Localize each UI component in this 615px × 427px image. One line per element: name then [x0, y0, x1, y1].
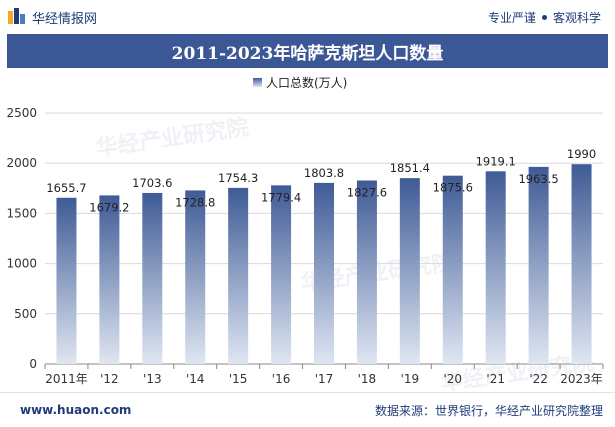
x-axis: 2011年 '12 '13 '14 '15 '16 '17 '18 '19 '20 '21 '22 20… — [44, 364, 604, 386]
x-tick-label: '16 — [272, 372, 291, 386]
bar — [485, 171, 506, 364]
footer: www.huaon.com 数据来源：世界银行，华经产业研究院整理 — [0, 392, 615, 427]
bar — [228, 187, 249, 364]
bar — [314, 182, 334, 364]
data-label: 1703.6 — [132, 176, 172, 190]
x-tick-label: '18 — [358, 372, 377, 386]
x-tick-label: '13 — [143, 372, 162, 386]
bar — [356, 180, 377, 364]
data-labels: 1655.71679.21703.61728.81754.31779.41803… — [46, 147, 596, 214]
x-tick-label: '12 — [100, 372, 119, 386]
footer-source: 数据来源：世界银行，华经产业研究院整理 — [374, 403, 603, 418]
y-tick-label: 1000 — [6, 257, 37, 271]
data-label: 1963.5 — [518, 172, 558, 186]
y-tick-label: 0 — [29, 357, 37, 371]
x-tick-label: '15 — [229, 372, 248, 386]
bar — [528, 166, 549, 364]
x-tick-label: 2011年 — [45, 372, 88, 386]
bar — [571, 164, 592, 364]
legend-label: 人口总数(万人) — [266, 75, 347, 90]
tagline-right: 客观科学 — [552, 10, 601, 25]
data-label: 1919.1 — [476, 154, 516, 168]
y-tick-label: 2000 — [6, 156, 37, 170]
data-label: 1827.6 — [347, 186, 387, 200]
y-tick-label: 1500 — [6, 206, 37, 220]
tagline: 专业严谨 客观科学 — [488, 9, 601, 26]
bar — [442, 175, 463, 364]
data-label: 1851.4 — [390, 161, 430, 175]
x-tick-label: '21 — [486, 372, 505, 386]
tagline-left: 专业严谨 — [487, 10, 536, 25]
top-bar: 华经情报网 专业严谨 客观科学 — [0, 0, 615, 34]
x-tick-label: '17 — [315, 372, 334, 386]
data-label: 1875.6 — [433, 181, 473, 195]
y-axis: 0 500 1000 1500 2000 2500 — [6, 106, 37, 371]
data-label: 1655.7 — [46, 181, 86, 195]
separator-dot-icon — [541, 14, 547, 20]
data-label: 1679.2 — [89, 200, 129, 214]
footer-site-link[interactable]: www.huaon.com — [20, 403, 132, 417]
y-tick-label: 2500 — [6, 106, 37, 120]
x-tick-label: '22 — [529, 372, 548, 386]
x-tick-label: '20 — [443, 372, 462, 386]
data-label: 1779.4 — [261, 190, 301, 204]
bar — [56, 197, 77, 364]
bar — [271, 185, 292, 364]
brand[interactable]: 华经情报网 — [8, 8, 97, 27]
data-label: 1990 — [567, 147, 596, 161]
y-tick-label: 500 — [14, 307, 37, 321]
bar — [399, 178, 420, 364]
brand-logo-icon — [8, 8, 26, 26]
chart-title: 2011-2023年哈萨克斯坦人口数量 — [7, 34, 608, 68]
bars — [56, 164, 592, 364]
brand-name: 华经情报网 — [32, 11, 98, 27]
bar — [142, 192, 163, 364]
data-label: 1754.3 — [218, 171, 258, 185]
x-tick-label: 2023年 — [560, 372, 603, 386]
legend: 人口总数(万人) — [253, 75, 347, 90]
bar — [185, 190, 206, 364]
legend-swatch — [253, 78, 262, 87]
data-label: 1803.8 — [304, 166, 344, 180]
data-label: 1728.8 — [175, 195, 215, 209]
bar — [99, 195, 120, 364]
x-tick-label: '14 — [186, 372, 205, 386]
x-tick-label: '19 — [401, 372, 420, 386]
